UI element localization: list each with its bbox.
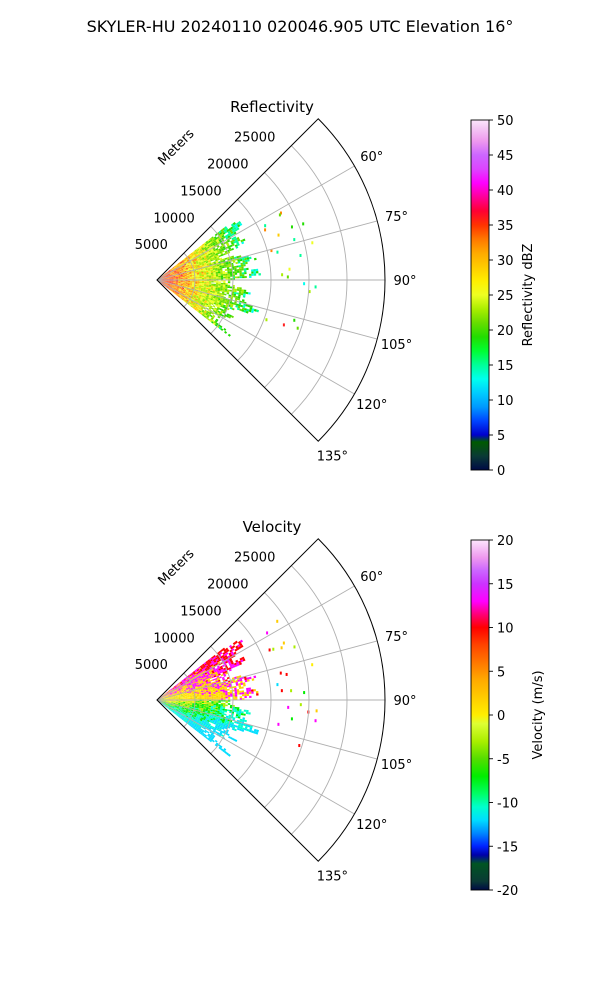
- range-tick-label: 20000: [207, 158, 248, 173]
- azimuth-tick-label: 90°: [393, 694, 416, 709]
- colorbar-tick-label: 0: [497, 464, 505, 479]
- sector-frame: [156, 538, 386, 862]
- colorbar-tick-label: 35: [497, 219, 514, 234]
- colorbar-tick-label: 5: [497, 665, 505, 680]
- range-tick-label: 20000: [207, 578, 248, 593]
- azimuth-spoke: [156, 279, 378, 340]
- range-tick-label: 25000: [234, 551, 275, 566]
- colorbar-tick-label: 45: [497, 149, 514, 164]
- velocity-colorbar: Velocity (m/s) -20 -15 -10 -5 0 5 10 15 20: [470, 534, 546, 899]
- colorbar-tick-label: 50: [497, 114, 514, 129]
- colorbar-tick-label: 15: [497, 359, 514, 374]
- colorbar-tick-label: 20: [497, 534, 514, 549]
- range-tick-label: 15000: [180, 604, 221, 619]
- azimuth-tick-label: 60°: [360, 150, 383, 165]
- colorbar-tick-label: -5: [497, 753, 510, 768]
- colorbar-tick-label: 25: [497, 289, 514, 304]
- range-tick-label: 5000: [135, 238, 168, 253]
- azimuth-spoke: [156, 640, 378, 701]
- azimuth-tick-label: 105°: [381, 338, 412, 353]
- azimuth-spoke: [156, 699, 355, 815]
- azimuth-tick-label: 135°: [317, 449, 348, 464]
- velocity-panel: Velocity 5000 10000 15000 20000 25000 Meters 6…: [135, 518, 546, 899]
- range-tick-label: 5000: [135, 658, 168, 673]
- radial-axis-label: Meters: [156, 126, 198, 168]
- colorbar-tick-label: 10: [497, 622, 514, 637]
- azimuth-tick-label: 120°: [356, 398, 387, 413]
- colorbar-tick-label: 5: [497, 429, 505, 444]
- reflectivity-polar-axes: 5000 10000 15000 20000 25000 Meters 60° 75° 90° 1…: [135, 118, 417, 464]
- sector-frame: [156, 118, 386, 442]
- velocity-polar-axes: 5000 10000 15000 20000 25000 Meters 60° 75° 90° 1…: [135, 538, 417, 884]
- azimuth-spoke: [156, 585, 355, 701]
- colorbar-tick-label: -15: [497, 840, 518, 855]
- azimuth-spoke: [156, 220, 378, 281]
- radar-echo-field: [157, 211, 317, 337]
- azimuth-spoke: [156, 165, 355, 281]
- azimuth-tick-label: 60°: [360, 570, 383, 585]
- azimuth-spoke: [156, 279, 355, 395]
- colorbar-tick-label: 40: [497, 184, 514, 199]
- azimuth-tick-label: 120°: [356, 818, 387, 833]
- azimuth-spoke: [156, 699, 378, 760]
- reflectivity-colorbar-label: Reflectivity dBZ: [521, 244, 536, 347]
- velocity-colorbar-label: Velocity (m/s): [531, 670, 546, 759]
- velocity-title: Velocity: [243, 518, 302, 536]
- colorbar-tick-label: 10: [497, 394, 514, 409]
- reflectivity-title: Reflectivity: [230, 98, 314, 116]
- colorbar-tick-label: 0: [497, 709, 505, 724]
- range-tick-label: 10000: [153, 631, 194, 646]
- azimuth-tick-label: 75°: [385, 210, 408, 225]
- colorbar-tick-label: 20: [497, 324, 514, 339]
- range-tick-label: 10000: [153, 211, 194, 226]
- reflectivity-colorbar: Reflectivity dBZ 0 5 10 15 20 25 30 35 40 45 50: [470, 114, 536, 479]
- azimuth-tick-label: 135°: [317, 869, 348, 884]
- reflectivity-panel: Reflectivity 5000 10000 15000 20000 25000 Met…: [135, 98, 536, 479]
- range-tick-label: 15000: [180, 184, 221, 199]
- colorbar-tick-label: -10: [497, 797, 518, 812]
- azimuth-tick-label: 105°: [381, 758, 412, 773]
- azimuth-tick-label: 90°: [393, 274, 416, 289]
- colorbar-tick-label: -20: [497, 884, 518, 899]
- colorbar-tick-label: 15: [497, 578, 514, 593]
- range-tick-label: 25000: [234, 131, 275, 146]
- radial-axis-label: Meters: [156, 546, 198, 588]
- azimuth-tick-label: 75°: [385, 630, 408, 645]
- colorbar-scale: [470, 119, 490, 471]
- colorbar-scale: [470, 539, 490, 891]
- figure-suptitle: SKYLER-HU 20240110 020046.905 UTC Elevat…: [87, 17, 514, 36]
- colorbar-tick-label: 30: [497, 254, 514, 269]
